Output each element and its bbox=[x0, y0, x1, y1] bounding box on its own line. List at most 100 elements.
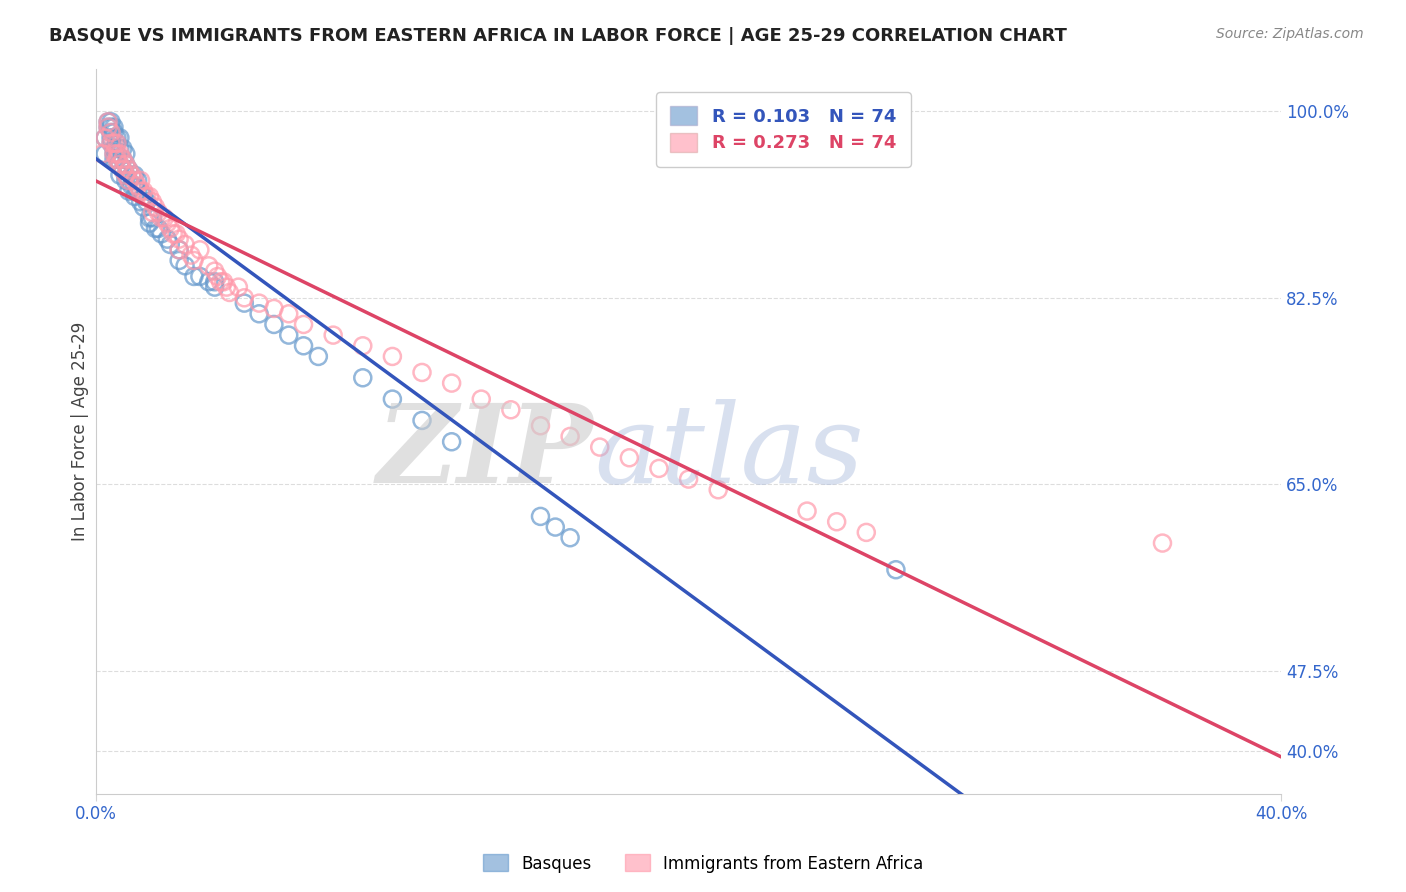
Point bbox=[183, 269, 205, 284]
Point bbox=[529, 418, 551, 433]
Point bbox=[118, 184, 141, 198]
Point bbox=[218, 285, 240, 300]
Point bbox=[212, 275, 235, 289]
Point bbox=[118, 162, 141, 177]
Point bbox=[103, 152, 125, 166]
Text: atlas: atlas bbox=[593, 399, 863, 507]
Point bbox=[105, 152, 128, 166]
Text: ZIP: ZIP bbox=[377, 399, 593, 507]
Point bbox=[204, 280, 226, 294]
Point bbox=[108, 146, 131, 161]
Point bbox=[381, 392, 404, 406]
Point bbox=[105, 146, 128, 161]
Point bbox=[127, 184, 149, 198]
Legend: Basques, Immigrants from Eastern Africa: Basques, Immigrants from Eastern Africa bbox=[477, 847, 929, 880]
Point bbox=[159, 237, 181, 252]
Point bbox=[183, 253, 205, 268]
Point bbox=[209, 275, 232, 289]
Point bbox=[648, 461, 671, 475]
Point bbox=[619, 450, 641, 465]
Point bbox=[1152, 536, 1174, 550]
Point bbox=[247, 307, 270, 321]
Point bbox=[97, 120, 120, 135]
Point bbox=[114, 157, 136, 171]
Point bbox=[118, 162, 141, 177]
Point bbox=[825, 515, 848, 529]
Point bbox=[153, 211, 176, 225]
Point bbox=[277, 307, 299, 321]
Point bbox=[150, 227, 173, 241]
Point bbox=[197, 259, 219, 273]
Point bbox=[145, 221, 167, 235]
Point bbox=[111, 162, 134, 177]
Point bbox=[100, 115, 122, 129]
Y-axis label: In Labor Force | Age 25-29: In Labor Force | Age 25-29 bbox=[72, 321, 89, 541]
Point bbox=[94, 131, 117, 145]
Point bbox=[100, 131, 122, 145]
Point bbox=[138, 216, 160, 230]
Point bbox=[135, 189, 157, 203]
Text: BASQUE VS IMMIGRANTS FROM EASTERN AFRICA IN LABOR FORCE | AGE 25-29 CORRELATION : BASQUE VS IMMIGRANTS FROM EASTERN AFRICA… bbox=[49, 27, 1067, 45]
Point bbox=[188, 243, 211, 257]
Point bbox=[97, 115, 120, 129]
Point bbox=[91, 146, 114, 161]
Point bbox=[855, 525, 877, 540]
Point bbox=[103, 146, 125, 161]
Point bbox=[100, 136, 122, 151]
Point bbox=[97, 120, 120, 135]
Point bbox=[114, 168, 136, 182]
Legend: R = 0.103   N = 74, R = 0.273   N = 74: R = 0.103 N = 74, R = 0.273 N = 74 bbox=[657, 92, 911, 167]
Point bbox=[129, 184, 152, 198]
Point bbox=[228, 280, 250, 294]
Point bbox=[156, 232, 179, 246]
Point bbox=[111, 152, 134, 166]
Point bbox=[121, 168, 143, 182]
Point bbox=[352, 371, 374, 385]
Point bbox=[558, 531, 581, 545]
Point bbox=[247, 296, 270, 310]
Point bbox=[103, 120, 125, 135]
Point bbox=[411, 413, 433, 427]
Point bbox=[129, 194, 152, 209]
Point bbox=[204, 275, 226, 289]
Point bbox=[440, 434, 463, 449]
Point bbox=[167, 253, 190, 268]
Point bbox=[114, 173, 136, 187]
Point bbox=[103, 146, 125, 161]
Point bbox=[884, 563, 907, 577]
Point bbox=[121, 168, 143, 182]
Point bbox=[322, 328, 344, 343]
Point bbox=[103, 136, 125, 151]
Point bbox=[108, 168, 131, 182]
Point bbox=[100, 126, 122, 140]
Point bbox=[103, 126, 125, 140]
Text: Source: ZipAtlas.com: Source: ZipAtlas.com bbox=[1216, 27, 1364, 41]
Point bbox=[141, 205, 163, 219]
Point bbox=[100, 120, 122, 135]
Point bbox=[544, 520, 567, 534]
Point bbox=[148, 221, 170, 235]
Point bbox=[440, 376, 463, 390]
Point bbox=[105, 146, 128, 161]
Point bbox=[233, 296, 256, 310]
Point bbox=[207, 269, 229, 284]
Point bbox=[118, 173, 141, 187]
Point bbox=[118, 173, 141, 187]
Point bbox=[204, 264, 226, 278]
Point bbox=[97, 115, 120, 129]
Point bbox=[197, 275, 219, 289]
Point bbox=[263, 318, 285, 332]
Point bbox=[162, 227, 184, 241]
Point bbox=[678, 472, 700, 486]
Point bbox=[215, 280, 238, 294]
Point bbox=[188, 269, 211, 284]
Point bbox=[127, 173, 149, 187]
Point bbox=[132, 200, 155, 214]
Point bbox=[108, 157, 131, 171]
Point bbox=[105, 136, 128, 151]
Point bbox=[124, 173, 146, 187]
Point bbox=[138, 211, 160, 225]
Point bbox=[150, 211, 173, 225]
Point bbox=[159, 221, 181, 235]
Point bbox=[132, 189, 155, 203]
